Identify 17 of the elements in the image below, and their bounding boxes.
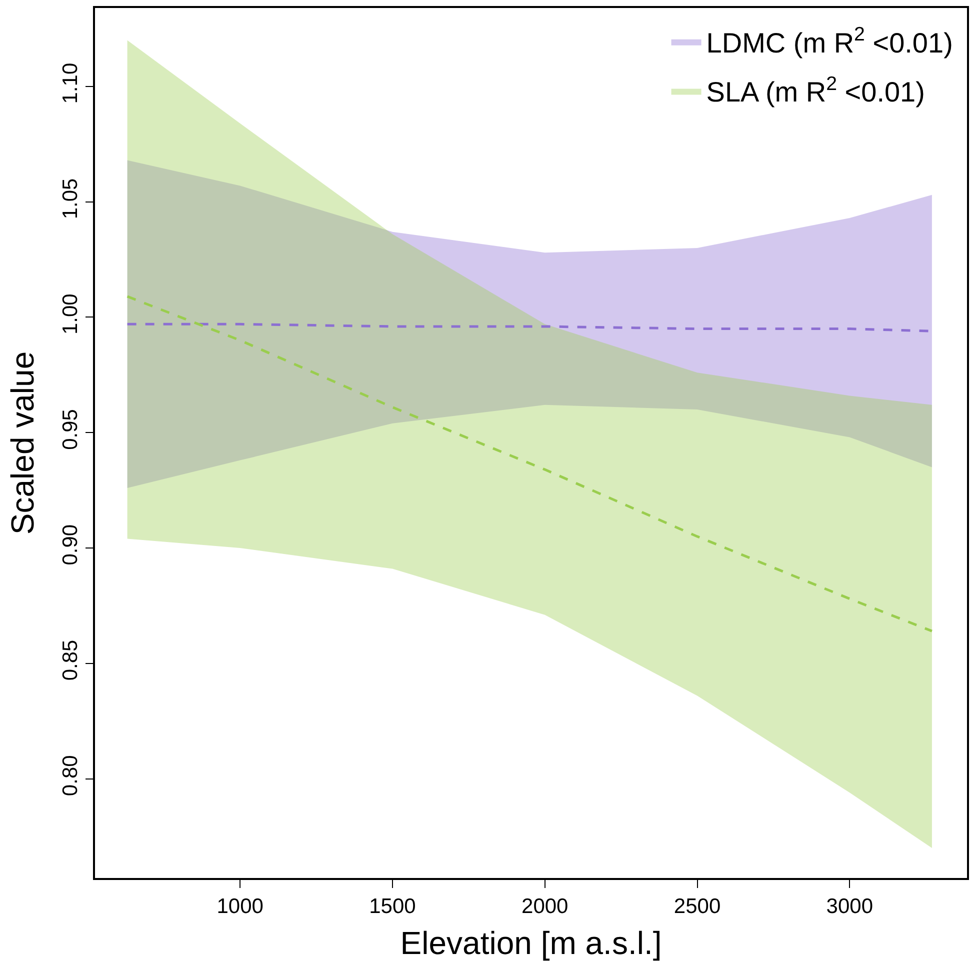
y-tick-label: 1.00 bbox=[58, 294, 82, 335]
legend-label: LDMC (m R$^{2}$ <0.01) bbox=[706, 24, 953, 58]
y-tick-label: 0.90 bbox=[58, 524, 82, 566]
x-tick-label: 1500 bbox=[369, 894, 416, 918]
line-series bbox=[126, 295, 934, 632]
y-tick-label: 0.85 bbox=[58, 640, 82, 681]
y-tick-label: 0.95 bbox=[58, 409, 82, 450]
y-tick-label: 1.10 bbox=[58, 62, 82, 104]
x-tick-label: 2500 bbox=[674, 894, 721, 918]
x-tick-label: 1000 bbox=[216, 894, 264, 918]
legend-label: SLA (m R$^{2}$ <0.01) bbox=[706, 72, 925, 108]
y-tick-label: 1.05 bbox=[58, 178, 82, 220]
x-tick-label: 3000 bbox=[826, 894, 874, 918]
y-tick-label: 0.80 bbox=[58, 755, 82, 796]
x-tick-label: 2000 bbox=[522, 894, 568, 918]
x-axis-title: Elevation [m a.s.l.] bbox=[400, 925, 662, 961]
y-axis-title: Scaled value bbox=[4, 351, 41, 535]
